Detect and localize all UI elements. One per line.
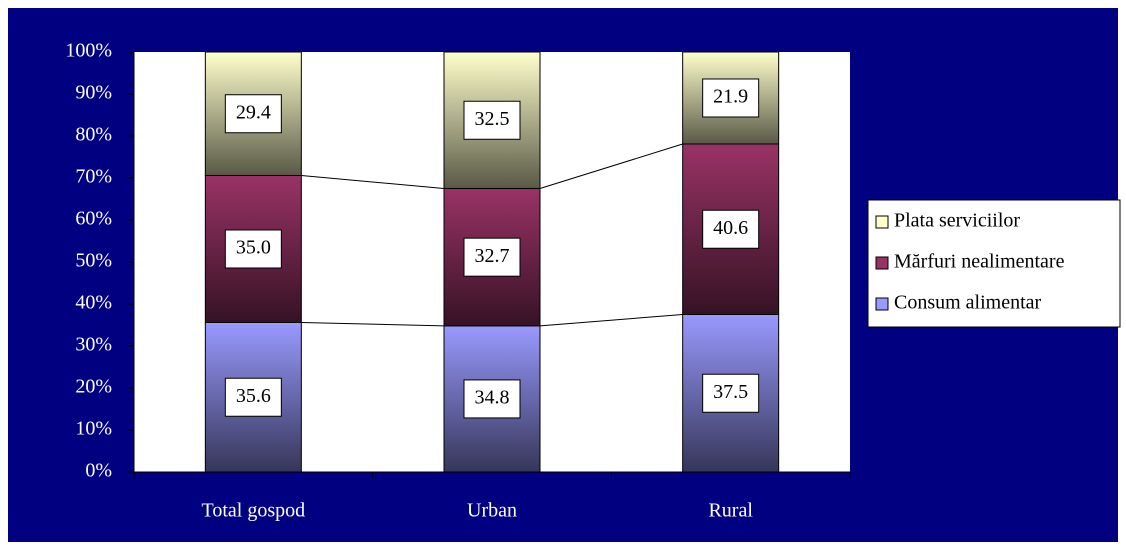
legend-label: Plata serviciilor — [894, 210, 1020, 232]
x-tick-label: Total gospod — [202, 500, 306, 522]
data-label: 35.0 — [236, 237, 271, 259]
y-tick-label: 0% — [85, 460, 112, 482]
y-tick-label: 60% — [75, 208, 112, 230]
legend-label: Consum alimentar — [894, 292, 1042, 314]
data-label: 32.7 — [475, 245, 510, 267]
data-label: 37.5 — [713, 381, 748, 403]
series-line — [539, 143, 683, 189]
legend-swatch — [875, 215, 889, 229]
y-tick-label: 50% — [75, 250, 112, 272]
legend-swatch — [875, 297, 889, 311]
y-tick-label: 90% — [75, 82, 112, 104]
data-label: 35.6 — [236, 385, 271, 407]
data-label: 40.6 — [713, 217, 748, 239]
data-label: 29.4 — [236, 101, 271, 123]
y-tick-label: 100% — [65, 40, 112, 62]
legend-swatch — [875, 256, 889, 270]
data-label-box — [463, 100, 521, 140]
data-label-box — [224, 229, 282, 269]
data-label-box — [463, 379, 521, 419]
x-tick-label: Urban — [467, 500, 517, 522]
series-line — [539, 314, 683, 327]
data-label: 34.8 — [475, 387, 510, 409]
data-label-box — [224, 94, 282, 134]
data-label: 32.5 — [475, 108, 510, 130]
data-label-box — [702, 373, 760, 413]
y-tick-label: 10% — [75, 418, 112, 440]
data-label-box — [702, 78, 760, 118]
legend-box — [867, 199, 1121, 328]
series-line — [301, 321, 445, 327]
data-label-box — [702, 209, 760, 249]
series-line — [301, 174, 445, 189]
data-label-box — [463, 237, 521, 277]
y-tick-label: 20% — [75, 376, 112, 398]
legend-label: Mărfuri nealimentare — [894, 251, 1065, 273]
y-tick-label: 70% — [75, 166, 112, 188]
y-tick-label: 80% — [75, 124, 112, 146]
data-label-box — [224, 377, 282, 417]
data-label: 21.9 — [713, 86, 748, 108]
y-tick-label: 30% — [75, 334, 112, 356]
x-tick-label: Rural — [708, 500, 753, 522]
y-tick-label: 40% — [75, 292, 112, 314]
